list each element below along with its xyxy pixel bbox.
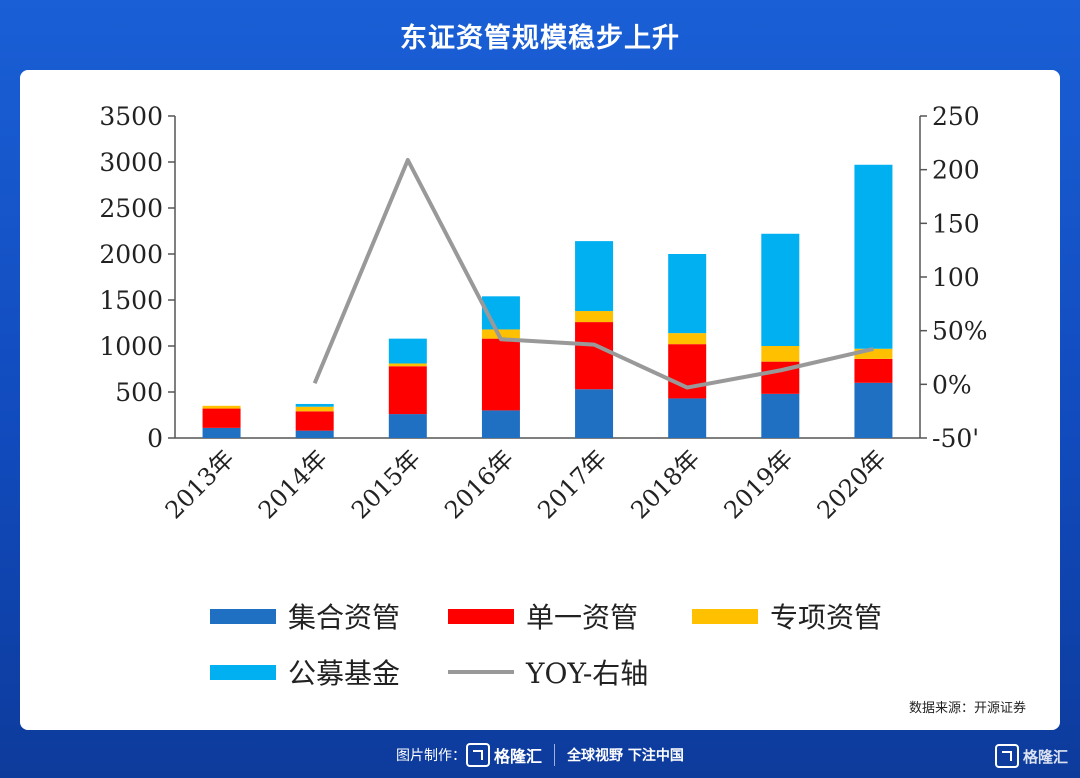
footer: 图片制作： 格隆汇 全球视野 下注中国 xyxy=(0,732,1080,778)
bar-segment xyxy=(202,427,241,438)
bar-segment xyxy=(295,430,334,438)
made-by-label: 图片制作： xyxy=(396,748,467,764)
bar-segment xyxy=(668,333,707,345)
footer-brand-text: 格隆汇 xyxy=(494,747,543,766)
x-tick-label: 2014年 xyxy=(253,444,333,524)
bar-segment xyxy=(575,241,614,312)
corner-brand: 格隆汇 xyxy=(994,744,1068,768)
bar-segment xyxy=(481,338,520,411)
legend-label: 专项资管 xyxy=(770,601,883,634)
y-left-tick-label: 3000 xyxy=(99,148,163,177)
x-tick-label: 2016年 xyxy=(439,444,519,524)
legend-item-single: 单一资管 xyxy=(448,596,638,636)
corner-brand-text: 格隆汇 xyxy=(1022,747,1068,766)
bar-segment xyxy=(854,348,893,359)
y-right-tick-label: 250 xyxy=(932,102,980,131)
bar-segment xyxy=(481,410,520,438)
bar-segment xyxy=(854,358,893,383)
bar-segment xyxy=(388,414,427,438)
footer-brand: 格隆汇 xyxy=(466,743,542,767)
x-tick-label: 2018年 xyxy=(625,444,705,524)
bar-segment xyxy=(481,329,520,339)
page-title: 东证资管规模稳步上升 xyxy=(400,22,680,54)
legend-item-special: 专项资管 xyxy=(692,596,882,636)
y-left-tick-label: 1000 xyxy=(99,332,163,361)
y-right-tick-label: 50% xyxy=(932,317,988,346)
chart: 0 500 1000 1500 2000 2500 3000 3500 -50' 0% 50% 100… xyxy=(99,102,988,524)
y-right-tick-label: 200 xyxy=(932,156,980,185)
bar-segment xyxy=(668,398,707,438)
y-left-tick-label: 3500 xyxy=(99,102,163,131)
data-source: 数据来源：开源证券 xyxy=(908,701,1026,716)
y-right-tick-label: 150 xyxy=(932,209,980,238)
bar-segment xyxy=(295,403,334,407)
legend-label: 公募基金 xyxy=(288,657,401,690)
y-right-tick-label: -50' xyxy=(932,424,979,453)
bar-segment xyxy=(202,408,241,428)
x-tick-label: 2015年 xyxy=(346,444,426,524)
footer-divider xyxy=(554,744,556,766)
header: 东证资管规模稳步上升 xyxy=(0,0,1080,70)
bar-segment xyxy=(575,322,614,390)
legend-swatch xyxy=(210,664,276,680)
bar-segment xyxy=(388,363,427,367)
legend-label: 单一资管 xyxy=(526,601,639,634)
bar-segment xyxy=(854,382,893,438)
chart-card: 0 500 1000 1500 2000 2500 3000 3500 -50' 0% 50% 100… xyxy=(20,70,1060,730)
legend-label: 集合资管 xyxy=(288,601,401,634)
bar-segment xyxy=(668,254,707,334)
brand-logo-icon xyxy=(466,743,491,767)
y-left-tick-label: 500 xyxy=(115,378,163,407)
x-tick-label: 2013年 xyxy=(160,444,240,524)
x-tick-label: 2019年 xyxy=(719,444,799,524)
bar-segment xyxy=(854,164,893,349)
legend-swatch-line xyxy=(448,670,514,674)
brand-logo-icon xyxy=(994,744,1019,768)
yoy-line xyxy=(312,158,874,390)
legend-swatch xyxy=(210,608,276,624)
bar-segment xyxy=(761,393,800,438)
y-left-tick-label: 2500 xyxy=(99,194,163,223)
y-left-tick-label: 0 xyxy=(147,424,163,453)
bar-segment xyxy=(575,389,614,438)
bar-segment xyxy=(295,411,334,431)
y-right-tick-label: 100 xyxy=(932,263,980,292)
x-tick-label: 2017年 xyxy=(532,444,612,524)
y-left-tick-label: 1500 xyxy=(99,286,163,315)
bar-segment xyxy=(295,406,334,412)
legend-item-collective: 集合资管 xyxy=(210,596,400,636)
legend-label: YOY-右轴 xyxy=(526,657,649,690)
bar-segment xyxy=(388,366,427,415)
legend-item-fund: 公募基金 xyxy=(210,652,400,692)
y-left-tick-label: 2000 xyxy=(99,240,163,269)
bar-segment xyxy=(761,346,800,362)
bar-segment xyxy=(761,233,800,346)
x-tick-label: 2020年 xyxy=(812,444,892,524)
legend: 集合资管 单一资管 专项资管 公募基金 YOY-右轴 xyxy=(210,596,930,716)
legend-swatch xyxy=(448,608,514,624)
footer-tagline: 全球视野 下注中国 xyxy=(567,748,684,764)
bar-segment xyxy=(575,311,614,323)
bar-segment xyxy=(388,338,427,364)
bar-segment xyxy=(202,405,241,409)
legend-item-yoy: YOY-右轴 xyxy=(448,652,648,692)
bar-segment xyxy=(668,344,707,399)
legend-swatch xyxy=(692,608,758,624)
y-right-tick-label: 0% xyxy=(932,370,972,399)
